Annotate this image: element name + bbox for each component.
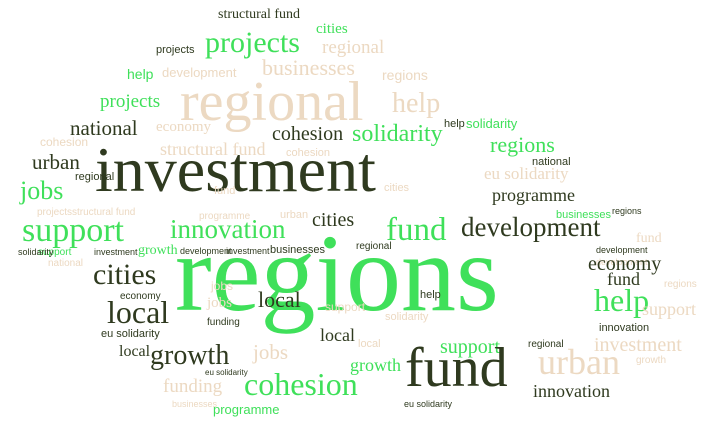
word: projects [37,207,73,218]
word: funding [207,317,240,328]
word: cities [316,21,348,37]
word: growth [636,355,667,366]
word: support [325,300,366,314]
word: regional [75,171,115,183]
word: regional [528,339,564,350]
word: funding [163,376,223,397]
word: fund [214,185,236,197]
word: solidarity [18,247,54,257]
word: economy [156,119,211,135]
word: national [48,258,84,269]
word: cities [384,182,410,194]
word: cohesion [286,147,331,159]
word: eu solidarity [404,399,453,409]
word: regional [356,241,392,252]
word: eu solidarity [101,328,160,340]
word: investment [94,247,138,257]
word: programme [492,185,575,205]
word: cohesion [40,135,89,149]
word: development [461,212,601,242]
word: fund [386,212,447,248]
word: urban [32,150,80,174]
word: help [444,118,465,130]
word: investment [226,246,270,256]
word: structural fund [218,7,301,22]
word: investment [594,334,682,356]
word: eu solidarity [205,368,248,377]
word: development [162,65,237,80]
word: local [358,338,381,350]
word: businesses [556,209,612,221]
word: cities [93,258,157,291]
word: help [392,88,441,119]
word: businesses [270,244,326,256]
word: growth [350,355,401,375]
word: investment [95,134,376,205]
word: regional [180,71,364,133]
word: regional [322,37,385,58]
word: eu solidarity [484,164,569,183]
word: development [596,257,648,267]
word: regions [664,279,697,290]
word: cohesion [244,366,358,402]
word: local [119,343,151,360]
word: projects [100,91,161,112]
word: fund [405,337,508,399]
word: economy [120,291,161,302]
word: help [420,289,441,301]
word: support [642,299,696,319]
word: development [596,245,648,255]
word: innovation [170,214,286,244]
word: solidarity [466,116,518,131]
word: support [38,247,72,258]
word: businesses [172,399,218,409]
word: structural fund [72,207,136,218]
word: projects [205,26,300,59]
word: structural fund [160,139,266,159]
word: programme [213,402,280,417]
word: urban [538,342,620,382]
word: regions [490,132,555,157]
word: regions [382,67,428,83]
word: regions [612,206,642,216]
word: support [22,212,124,249]
word: support [440,336,500,358]
word: fund [636,231,662,246]
word: solidarity [352,121,443,147]
word: fund [607,269,640,289]
word: jobs [207,295,233,311]
word: regions [175,212,499,334]
word: innovation [599,322,650,334]
word: projects [156,44,195,56]
word: cities [312,209,355,231]
word: national [532,156,571,168]
word: economy [588,253,662,275]
word: jobs [211,279,234,293]
word: jobs [253,340,289,364]
word: innovation [533,381,610,401]
word: businesses [262,55,355,80]
word: local [107,294,170,330]
word: national [70,116,138,140]
word: programme [199,211,251,222]
word: help [127,66,154,82]
word: solidarity [385,311,429,323]
word: growth [150,340,230,371]
word: help [594,282,650,318]
word: development [180,246,232,256]
word: jobs [20,176,64,205]
word: cohesion [272,123,344,145]
word: local [320,325,355,345]
word: growth [138,243,178,258]
word: urban [280,209,309,221]
word: local [258,287,301,312]
